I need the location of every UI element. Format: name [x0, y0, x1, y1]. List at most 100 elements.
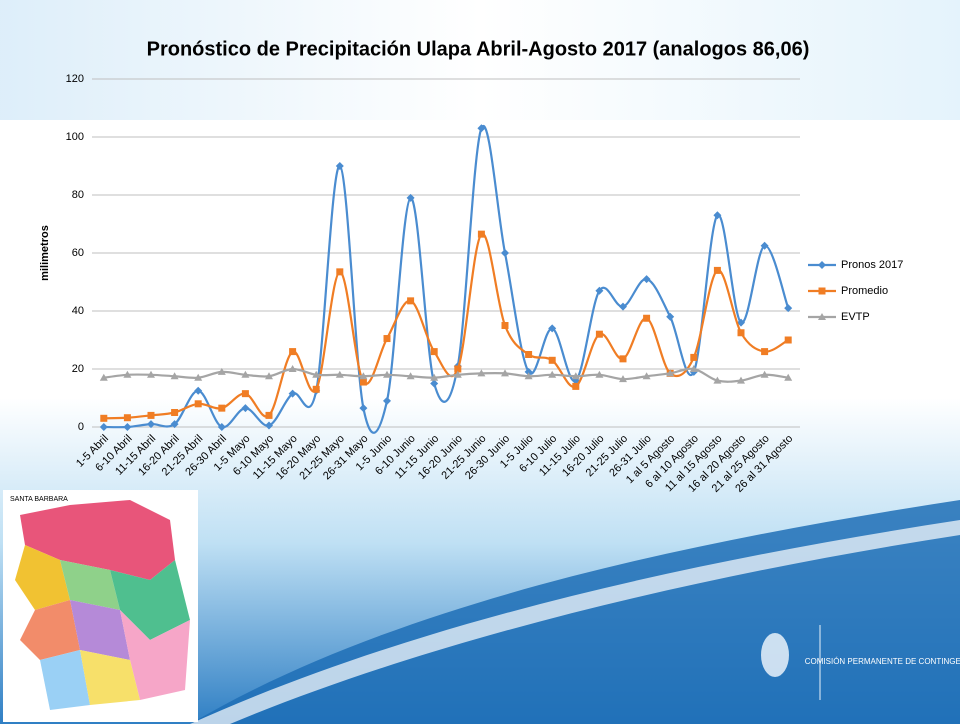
- marker: [642, 275, 651, 284]
- marker: [147, 411, 155, 419]
- swoosh-light: [190, 520, 960, 724]
- marker: [359, 378, 367, 386]
- marker: [548, 370, 557, 378]
- marker: [170, 372, 179, 380]
- logo: COMISIÓN PERMANENTE DE CONTINGENCIAS: [761, 625, 960, 700]
- y-tick-label: 60: [72, 247, 84, 259]
- marker: [289, 348, 297, 356]
- marker: [359, 404, 368, 413]
- marker: [713, 266, 721, 274]
- marker: [453, 370, 462, 378]
- marker: [194, 386, 203, 395]
- marker: [123, 414, 131, 422]
- marker: [335, 370, 344, 378]
- marker: [265, 411, 273, 419]
- marker: [100, 414, 108, 422]
- marker: [784, 373, 793, 381]
- marker: [147, 420, 155, 429]
- marker: [818, 313, 826, 320]
- marker: [288, 365, 297, 372]
- marker: [194, 373, 203, 381]
- chart-title: Pronóstico de Precipitación Ulapa Abril-…: [147, 38, 810, 60]
- marker: [619, 375, 627, 383]
- map-title: SANTA BARBARA: [10, 496, 68, 503]
- marker: [572, 382, 580, 390]
- marker: [406, 372, 415, 380]
- marker: [501, 369, 509, 377]
- marker: [761, 348, 769, 356]
- marker: [335, 162, 344, 170]
- background-top: [0, 0, 960, 120]
- marker: [666, 369, 675, 377]
- marker: [454, 365, 462, 373]
- y-tick-label: 40: [72, 305, 84, 317]
- marker: [430, 348, 438, 356]
- marker: [477, 124, 486, 133]
- marker: [430, 379, 439, 388]
- marker: [477, 230, 485, 238]
- marker: [760, 241, 769, 250]
- marker: [383, 335, 391, 343]
- legend-label: Pronos 2017: [841, 259, 903, 271]
- y-axis-label: milimetros: [39, 225, 51, 281]
- marker: [383, 370, 391, 378]
- y-tick-label: 80: [72, 189, 84, 201]
- marker: [123, 370, 132, 378]
- marker: [171, 409, 179, 416]
- marker: [619, 302, 627, 311]
- marker: [241, 370, 250, 378]
- marker: [595, 286, 604, 295]
- marker: [312, 370, 321, 378]
- marker: [123, 423, 132, 431]
- marker: [218, 404, 226, 412]
- marker: [737, 376, 745, 384]
- marker: [477, 369, 486, 377]
- marker: [525, 351, 533, 358]
- marker: [99, 373, 108, 381]
- map: SANTA BARBARA: [3, 490, 198, 722]
- marker: [595, 370, 604, 378]
- marker: [571, 372, 580, 380]
- marker: [288, 389, 297, 398]
- marker: [713, 376, 722, 384]
- marker: [784, 304, 793, 313]
- marker: [241, 390, 249, 398]
- marker: [818, 261, 826, 269]
- y-tick-label: 100: [66, 131, 84, 143]
- y-tick-label: 20: [72, 363, 84, 375]
- marker: [217, 367, 226, 375]
- marker: [501, 249, 509, 257]
- marker: [147, 370, 155, 378]
- marker: [265, 421, 273, 430]
- marker: [99, 423, 108, 431]
- marker: [170, 420, 179, 429]
- marker: [690, 353, 698, 361]
- marker: [406, 193, 415, 202]
- marker: [194, 400, 202, 408]
- marker: [784, 336, 792, 344]
- marker: [241, 404, 250, 413]
- marker: [524, 372, 533, 380]
- marker: [595, 330, 603, 338]
- marker: [642, 372, 651, 380]
- marker: [501, 322, 509, 329]
- marker: [818, 287, 826, 295]
- marker: [524, 367, 533, 376]
- y-tick-label: 120: [66, 73, 84, 85]
- marker: [666, 312, 675, 321]
- legend-label: Promedio: [841, 285, 888, 297]
- marker: [430, 373, 439, 381]
- marker: [737, 318, 745, 327]
- logo-text: COMISIÓN PERMANENTE DE CONTINGENCIAS: [805, 657, 960, 666]
- marker: [217, 423, 226, 431]
- marker: [737, 329, 745, 337]
- marker: [548, 324, 557, 333]
- marker: [359, 372, 368, 380]
- marker: [760, 370, 769, 378]
- marker: [643, 314, 651, 322]
- marker: [336, 268, 344, 276]
- marker: [265, 372, 273, 380]
- legend-label: EVTP: [841, 311, 870, 323]
- y-tick-label: 0: [78, 421, 84, 433]
